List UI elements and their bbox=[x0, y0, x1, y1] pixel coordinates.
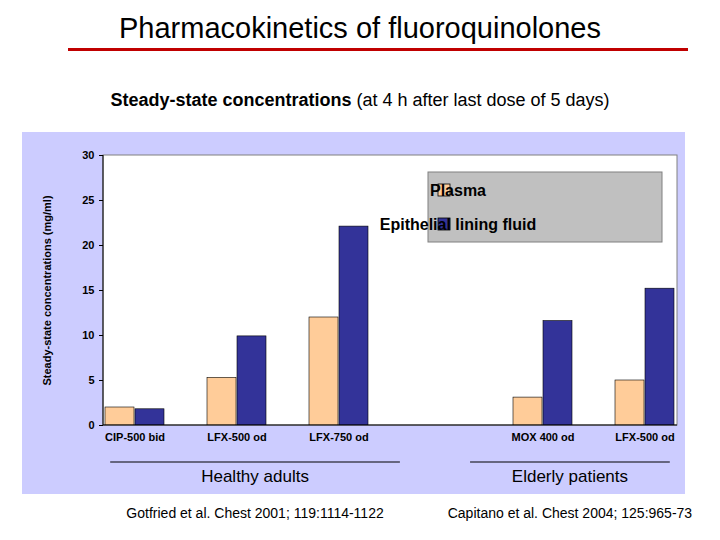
svg-text:CIP-500 bid: CIP-500 bid bbox=[105, 431, 165, 443]
svg-text:LFX-500 od: LFX-500 od bbox=[207, 431, 266, 443]
html-text:Steady-state concentrations (a: Steady-state concentrations (at 4 h afte… bbox=[110, 90, 610, 110]
svg-text:25: 25 bbox=[82, 194, 94, 206]
html-text:Capitano et al. Chest 2004; 12: Capitano et al. Chest 2004; 125:965-73 bbox=[447, 505, 693, 521]
svg-text:15: 15 bbox=[82, 284, 94, 296]
html-text:Gotfried et al. Chest 2001; 11: Gotfried et al. Chest 2001; 119:1114-112… bbox=[126, 505, 384, 521]
svg-text:30: 30 bbox=[82, 149, 94, 161]
svg-text:LFX-750 od: LFX-750 od bbox=[309, 431, 368, 443]
svg-text:Elderly patients: Elderly patients bbox=[512, 467, 628, 486]
svg-text:Epithelial lining fluid: Epithelial lining fluid bbox=[380, 216, 536, 233]
svg-text:Steady-state concentrations (m: Steady-state concentrations (mg/ml) bbox=[41, 195, 53, 385]
svg-text:MOX 400 od: MOX 400 od bbox=[512, 431, 575, 443]
svg-text:Plasma: Plasma bbox=[430, 182, 486, 199]
svg-text:10: 10 bbox=[82, 329, 94, 341]
svg-text:5: 5 bbox=[88, 374, 94, 386]
svg-text:LFX-500 od: LFX-500 od bbox=[615, 431, 674, 443]
svg-text:20: 20 bbox=[82, 239, 94, 251]
svg-text:Healthy adults: Healthy adults bbox=[201, 467, 309, 486]
html-text:Pharmacokinetics of fluoroquin: Pharmacokinetics of fluoroquinolones bbox=[119, 12, 601, 44]
svg-text:0: 0 bbox=[88, 419, 94, 431]
